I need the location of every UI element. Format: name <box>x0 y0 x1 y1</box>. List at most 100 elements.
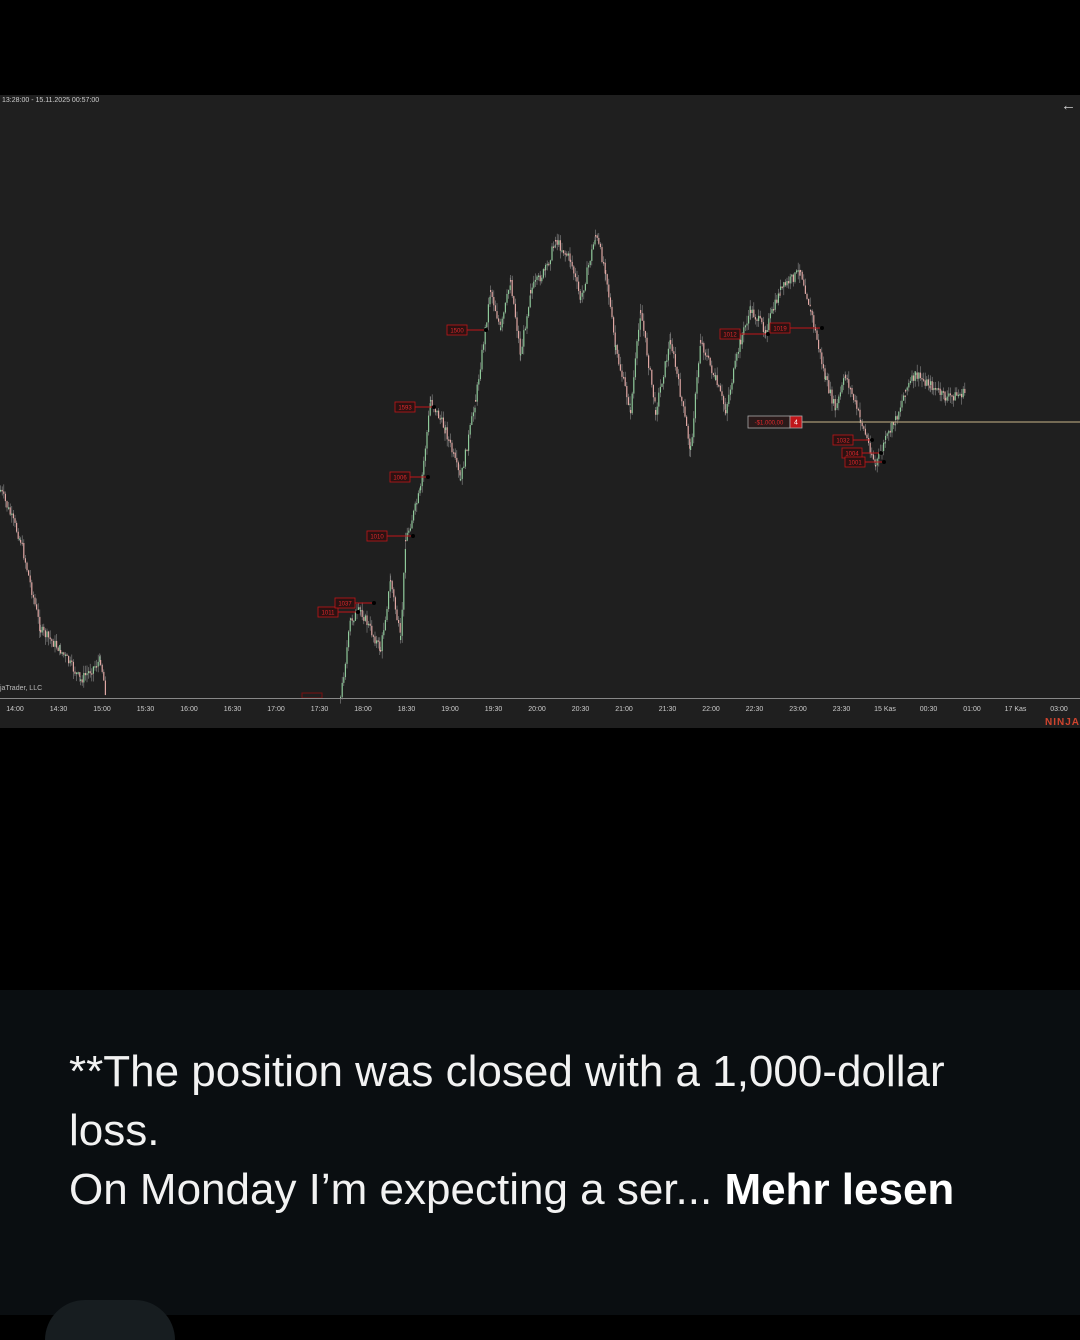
candle <box>551 246 553 261</box>
candle <box>475 400 477 402</box>
candle <box>689 438 691 449</box>
candle <box>658 392 660 407</box>
candle <box>694 393 696 419</box>
candle <box>927 379 929 386</box>
candle <box>478 379 480 385</box>
action-button[interactable] <box>45 1300 175 1340</box>
candle <box>521 346 523 354</box>
candle <box>491 292 493 298</box>
candle <box>96 666 98 668</box>
candle <box>871 453 873 456</box>
candle <box>430 399 432 402</box>
candle <box>758 315 760 321</box>
candle <box>789 276 791 284</box>
candle <box>494 305 496 312</box>
candle <box>964 388 966 393</box>
candle <box>843 378 845 385</box>
candle <box>403 572 405 610</box>
candle <box>383 630 385 636</box>
candle <box>845 375 847 379</box>
candle <box>364 615 366 621</box>
read-more-link[interactable]: Mehr lesen <box>724 1165 955 1214</box>
candle <box>43 626 45 631</box>
candle <box>574 273 576 278</box>
candle <box>548 263 550 266</box>
candle <box>863 426 865 429</box>
candle <box>948 393 950 397</box>
candle <box>946 396 948 401</box>
trade-marker-label: 1019 <box>773 327 787 333</box>
candle <box>60 650 62 654</box>
candle <box>638 329 640 342</box>
candle <box>780 286 782 290</box>
candle <box>856 400 858 409</box>
trade-marker-box <box>832 434 854 446</box>
candle <box>756 319 758 321</box>
candle <box>678 373 680 380</box>
candle <box>66 654 68 657</box>
candle <box>649 367 651 370</box>
candle <box>1 489 3 492</box>
candle <box>539 275 541 282</box>
candle <box>654 397 656 402</box>
candle <box>84 673 86 676</box>
candle <box>40 630 42 633</box>
candle <box>28 570 30 576</box>
candle <box>52 640 54 647</box>
candle <box>24 558 26 563</box>
candle <box>541 277 543 282</box>
candle <box>449 439 451 443</box>
candle <box>514 303 516 318</box>
candle <box>953 396 955 401</box>
candle <box>954 392 956 401</box>
image-letterbox <box>0 728 1080 990</box>
candle <box>406 532 408 541</box>
candle <box>608 284 610 298</box>
candle <box>930 381 932 385</box>
trade-marker-box <box>317 606 339 618</box>
candle <box>533 281 535 288</box>
candle <box>951 395 953 397</box>
candle <box>949 393 951 396</box>
candle <box>534 279 536 282</box>
trade-marker-label: 1012 <box>723 333 737 339</box>
candle <box>469 424 471 435</box>
trade-marker-box <box>366 530 388 542</box>
candle <box>398 620 400 624</box>
time-tick: 17 Kas <box>1004 706 1027 713</box>
candle <box>423 460 425 475</box>
candle <box>20 540 22 543</box>
candle <box>728 394 730 405</box>
candle <box>498 318 500 322</box>
candle <box>673 351 675 355</box>
candle <box>513 296 515 304</box>
trade-marker-label: 1010 <box>370 535 384 541</box>
candle <box>724 404 726 410</box>
candle <box>459 470 461 476</box>
candle <box>808 298 810 305</box>
candle <box>396 609 398 621</box>
candle <box>99 656 101 662</box>
candle <box>595 235 597 237</box>
candle <box>578 281 580 292</box>
candle <box>571 261 573 267</box>
fill-dot <box>484 328 488 332</box>
candle <box>766 330 768 335</box>
candle <box>761 318 763 323</box>
candle <box>421 474 423 487</box>
candle <box>474 407 476 413</box>
candle <box>824 368 826 380</box>
candle <box>100 660 102 665</box>
candle <box>816 330 818 340</box>
time-tick: 15:00 <box>93 706 111 713</box>
candle <box>77 672 79 674</box>
arrow-left-icon[interactable]: ← <box>1061 97 1076 114</box>
candle <box>386 609 388 621</box>
candle <box>939 388 941 395</box>
candle <box>371 625 373 636</box>
candle <box>606 274 608 285</box>
time-tick: 03:00 <box>1050 706 1068 713</box>
candle <box>476 384 478 402</box>
candle <box>9 507 11 515</box>
candle <box>762 322 764 332</box>
